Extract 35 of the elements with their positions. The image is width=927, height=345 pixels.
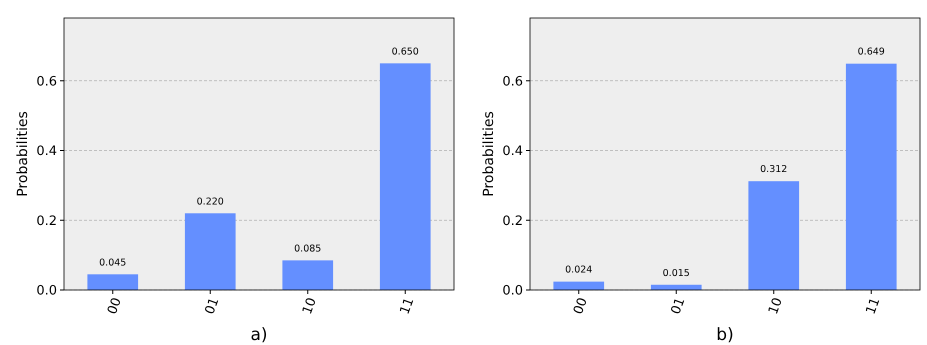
x-axis-title: a)	[250, 325, 268, 345]
y-axis-title: Probabilities	[15, 111, 31, 197]
x-tick-label: 10	[300, 296, 320, 316]
x-tick-label: 11	[864, 296, 884, 316]
x-tick-label: 01	[202, 296, 222, 316]
x-tick-label: 00	[571, 296, 591, 316]
y-axis-title: Probabilities	[481, 111, 497, 197]
y-tick-label: 0.6	[36, 74, 57, 90]
data-label: 0.024	[565, 264, 592, 276]
data-label: 0.649	[858, 46, 885, 58]
bar	[748, 181, 800, 290]
bar	[282, 260, 334, 290]
y-tick-label: 0.0	[502, 284, 523, 299]
y-tick-label: 0.0	[36, 284, 57, 299]
bar	[184, 213, 236, 290]
y-tick-label: 0.4	[36, 144, 57, 160]
data-label: 0.045	[99, 257, 126, 268]
x-tick-label: 01	[668, 296, 688, 316]
x-tick-label: 00	[105, 296, 125, 316]
bar	[87, 274, 138, 290]
data-label: 0.650	[392, 46, 419, 58]
y-tick-label: 0.2	[502, 214, 523, 229]
x-tick-label: 10	[766, 296, 786, 316]
data-label: 0.085	[294, 243, 322, 254]
y-tick-label: 0.6	[502, 74, 523, 90]
x-axis-title: b)	[716, 325, 734, 345]
bar	[553, 282, 604, 290]
y-tick-label: 0.2	[36, 214, 57, 229]
bar	[846, 64, 897, 290]
x-tick-label: 11	[398, 296, 418, 316]
data-label: 0.220	[196, 196, 224, 208]
data-label: 0.015	[662, 268, 690, 279]
y-tick-label: 0.4	[502, 144, 523, 160]
bar	[380, 63, 431, 290]
data-label: 0.312	[760, 164, 788, 176]
